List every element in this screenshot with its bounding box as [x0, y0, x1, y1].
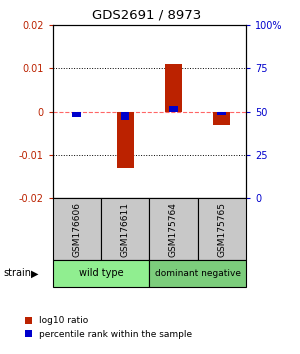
Text: GSM176606: GSM176606	[72, 202, 81, 257]
Text: strain: strain	[3, 268, 31, 279]
Bar	[218, 112, 226, 115]
Text: dominant negative: dominant negative	[154, 269, 241, 278]
Text: ▶: ▶	[31, 268, 38, 279]
Text: GSM175764: GSM175764	[169, 202, 178, 257]
Text: GSM176611: GSM176611	[121, 202, 130, 257]
Bar	[149, 260, 246, 287]
Bar	[198, 198, 246, 260]
Bar	[121, 112, 129, 120]
Bar	[213, 112, 230, 125]
Text: GDS2691 / 8973: GDS2691 / 8973	[92, 9, 202, 22]
Legend: log10 ratio, percentile rank within the sample: log10 ratio, percentile rank within the …	[25, 316, 193, 339]
Bar	[101, 198, 149, 260]
Bar	[149, 198, 198, 260]
Bar	[72, 112, 81, 117]
Bar	[52, 198, 101, 260]
Text: GSM175765: GSM175765	[217, 202, 226, 257]
Bar	[117, 112, 134, 168]
Bar	[52, 260, 149, 287]
Bar	[165, 64, 182, 112]
Text: wild type: wild type	[79, 268, 123, 279]
Bar	[169, 106, 178, 112]
